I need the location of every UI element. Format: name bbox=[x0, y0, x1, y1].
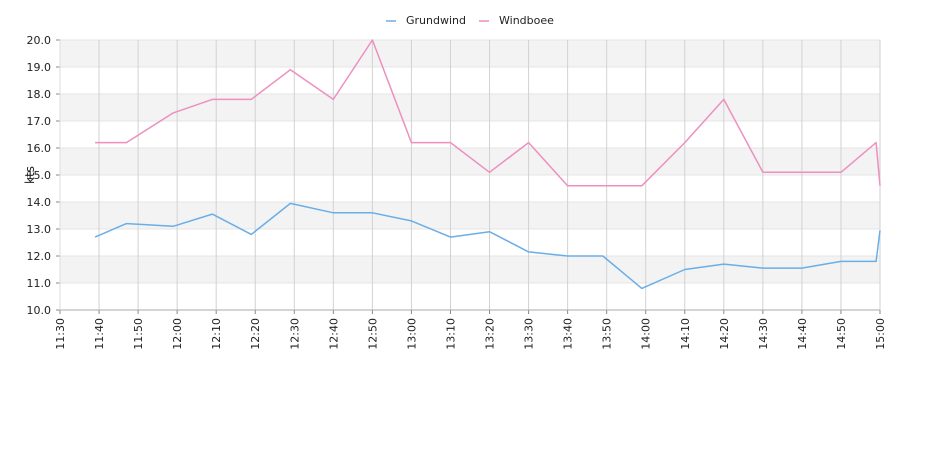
legend: Grundwind Windboee bbox=[386, 14, 554, 27]
x-tick-label: 13:50 bbox=[601, 318, 614, 350]
y-axis-ticks: 10.0 11.0 12.0 13.0 14.0 15.0 16.0 17.0 18.0 19.0… bbox=[27, 34, 52, 317]
x-tick-label: 12:40 bbox=[327, 318, 340, 350]
x-tick-label: 14:00 bbox=[640, 318, 653, 350]
x-tick-label: 14:50 bbox=[835, 318, 848, 350]
y-tick-label: 19.0 bbox=[27, 61, 52, 74]
x-tick-label: 14:40 bbox=[796, 318, 809, 350]
y-tick-label: 10.0 bbox=[27, 304, 52, 317]
grid-lines bbox=[56, 39, 881, 314]
y-tick-label: 11.0 bbox=[27, 277, 52, 290]
plot-band bbox=[60, 256, 880, 283]
x-tick-label: 12:20 bbox=[249, 318, 262, 350]
plot-band bbox=[60, 94, 880, 121]
x-tick-label: 14:10 bbox=[679, 318, 692, 350]
x-tick-label: 12:10 bbox=[210, 318, 223, 350]
y-tick-label: 15.0 bbox=[27, 169, 52, 182]
x-tick-label: 13:40 bbox=[562, 318, 575, 350]
y-tick-label: 12.0 bbox=[27, 250, 52, 263]
y-tick-label: 13.0 bbox=[27, 223, 52, 236]
series-lines bbox=[94, 39, 881, 290]
x-tick-label: 13:10 bbox=[444, 318, 457, 350]
x-tick-label: 11:50 bbox=[132, 318, 145, 350]
y-tick-label: 16.0 bbox=[27, 142, 52, 155]
y-tick-label: 20.0 bbox=[27, 34, 52, 47]
plot-band bbox=[60, 175, 880, 202]
x-tick-label: 15:00 bbox=[874, 318, 887, 350]
x-tick-label: 13:20 bbox=[484, 318, 497, 350]
x-tick-label: 12:50 bbox=[366, 318, 379, 350]
x-tick-label: 11:30 bbox=[54, 318, 67, 350]
legend-label-grundwind: Grundwind bbox=[406, 14, 466, 27]
x-tick-label: 14:30 bbox=[757, 318, 770, 350]
y-axis-title: kts bbox=[23, 166, 37, 184]
x-tick-label: 12:00 bbox=[171, 318, 184, 350]
series-line-windboee bbox=[95, 39, 881, 187]
plot-band bbox=[60, 148, 880, 175]
plot-band bbox=[60, 40, 880, 67]
x-tick-label: 13:00 bbox=[405, 318, 418, 350]
plot-bands bbox=[60, 40, 880, 310]
y-tick-label: 17.0 bbox=[27, 115, 52, 128]
x-tick-label: 13:30 bbox=[523, 318, 536, 350]
series-line-grundwind bbox=[94, 202, 881, 290]
x-tick-label: 11:40 bbox=[93, 318, 106, 350]
x-tick-label: 14:20 bbox=[718, 318, 731, 350]
plot-band bbox=[60, 202, 880, 229]
plot-band bbox=[60, 283, 880, 310]
legend-label-windboee: Windboee bbox=[499, 14, 554, 27]
x-axis-ticks: 11:30 11:40 11:50 12:00 12:10 12:20 12:30 12:40… bbox=[54, 318, 887, 350]
plot-band bbox=[60, 229, 880, 256]
plot-band bbox=[60, 67, 880, 94]
y-tick-label: 18.0 bbox=[27, 88, 52, 101]
x-tick-label: 12:30 bbox=[288, 318, 301, 350]
y-tick-label: 14.0 bbox=[27, 196, 52, 209]
plot-band bbox=[60, 121, 880, 148]
